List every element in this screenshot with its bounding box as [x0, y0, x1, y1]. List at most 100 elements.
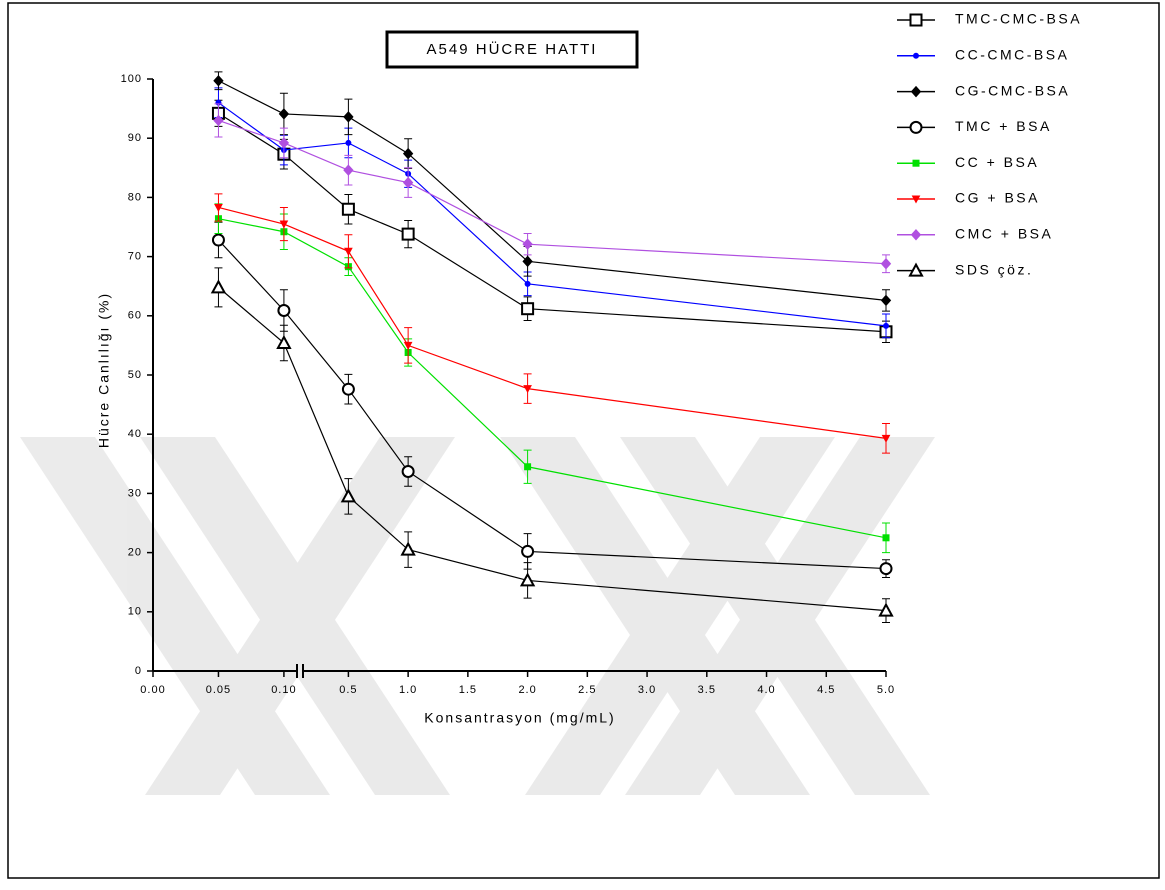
- marker: [519, 572, 536, 587]
- marker: [400, 541, 416, 556]
- marker: [523, 385, 532, 394]
- x-tick-label: 0.05: [206, 684, 231, 696]
- x-tick-label: 5.0: [877, 684, 895, 696]
- legend-label: SDS çöz.: [955, 261, 1033, 277]
- marker: [279, 220, 289, 229]
- marker: [344, 247, 353, 256]
- marker: [881, 434, 891, 443]
- x-tick-label: 4.5: [817, 684, 835, 696]
- legend-label: CC + BSA: [955, 154, 1039, 170]
- series-line: [218, 112, 887, 333]
- marker: [402, 176, 414, 189]
- marker: [345, 139, 352, 146]
- y-tick-label: 10: [128, 606, 142, 618]
- series-line: [218, 239, 887, 570]
- x-tick-label: 3.5: [698, 684, 716, 696]
- marker: [278, 137, 290, 149]
- title-box: [385, 30, 639, 69]
- marker: [343, 164, 354, 176]
- marker: [401, 227, 415, 241]
- marker: [401, 464, 415, 478]
- marker: [912, 159, 920, 167]
- y-tick-label: 100: [121, 73, 142, 85]
- x-axis-label: Konsantrasyon (mg/mL): [424, 710, 615, 726]
- y-tick-label: 40: [128, 428, 142, 440]
- legend-label: CG-CMC-BSA: [955, 82, 1070, 98]
- marker: [341, 382, 355, 396]
- series-line: [218, 218, 887, 539]
- series: [213, 71, 892, 312]
- marker: [213, 75, 224, 87]
- frame: [7, 2, 1160, 879]
- marker: [909, 120, 923, 134]
- series-line: [218, 286, 887, 612]
- marker: [910, 229, 922, 241]
- y-tick-label: 90: [128, 132, 142, 144]
- marker: [908, 262, 924, 277]
- marker: [913, 52, 919, 59]
- marker: [340, 488, 357, 503]
- y-tick-label: 70: [128, 251, 142, 263]
- series-line: [218, 80, 887, 302]
- marker: [878, 602, 894, 617]
- marker: [522, 255, 533, 268]
- x-tick-label: 0.5: [339, 684, 357, 696]
- marker: [910, 85, 922, 98]
- marker: [880, 294, 892, 307]
- x-tick-label: 0.10: [271, 684, 296, 696]
- marker: [883, 322, 889, 329]
- marker: [911, 195, 921, 204]
- marker: [213, 114, 224, 127]
- series-line: [218, 119, 887, 265]
- legend-label: TMC + BSA: [955, 118, 1052, 134]
- series: [211, 99, 893, 343]
- marker: [524, 463, 532, 471]
- series-line: [218, 102, 887, 327]
- y-tick-label: 30: [128, 487, 142, 499]
- x-tick-label: 2.5: [578, 684, 596, 696]
- series: [211, 221, 893, 578]
- marker: [882, 534, 890, 542]
- marker: [276, 334, 292, 350]
- series: [210, 267, 894, 623]
- marker: [341, 202, 355, 216]
- marker: [343, 111, 354, 123]
- x-tick-label: 1.5: [459, 684, 477, 696]
- marker: [522, 238, 533, 250]
- y-tick-label: 60: [128, 310, 142, 322]
- legend-label: TMC-CMC-BSA: [955, 11, 1082, 27]
- marker: [402, 147, 414, 160]
- marker: [909, 13, 923, 27]
- series: [214, 87, 890, 339]
- marker: [403, 341, 413, 350]
- y-tick-label: 0: [135, 665, 142, 677]
- x-tick-label: 2.0: [518, 684, 536, 696]
- legend-label: CMC + BSA: [955, 226, 1053, 242]
- marker: [521, 544, 535, 558]
- series-line: [218, 206, 887, 439]
- y-tick-label: 80: [128, 191, 142, 203]
- series: [213, 103, 892, 274]
- marker: [214, 203, 223, 213]
- marker: [880, 257, 892, 270]
- x-tick-label: 0.00: [140, 684, 165, 696]
- legend-label: CC-CMC-BSA: [955, 47, 1069, 63]
- legend-label: CG + BSA: [955, 190, 1040, 206]
- marker: [211, 233, 225, 247]
- y-tick-label: 20: [128, 547, 142, 559]
- x-tick-label: 4.0: [757, 684, 775, 696]
- x-tick-label: 3.0: [638, 684, 656, 696]
- marker: [277, 303, 291, 317]
- marker: [278, 108, 290, 120]
- marker: [524, 280, 531, 287]
- y-axis-label: Hücre Canlılığı (%): [96, 292, 112, 448]
- chart-title: A549 HÜCRE HATTI: [427, 40, 598, 58]
- y-tick-label: 50: [128, 369, 142, 381]
- marker: [210, 279, 227, 294]
- series: [214, 193, 891, 454]
- marker: [879, 562, 893, 576]
- x-tick-label: 1.0: [399, 684, 417, 696]
- marker: [521, 302, 535, 316]
- watermark: [20, 437, 935, 795]
